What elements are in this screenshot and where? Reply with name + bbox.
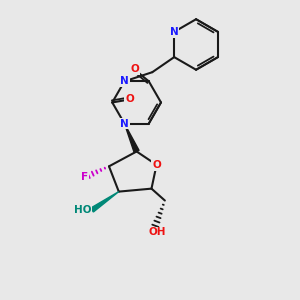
Text: N: N [120,76,129,86]
Text: OH: OH [148,227,166,237]
Text: N: N [170,27,178,37]
Text: N: N [120,118,129,129]
Polygon shape [124,124,139,153]
Text: F: F [81,172,88,182]
Text: HO: HO [74,205,92,215]
Text: O: O [152,160,161,170]
Text: O: O [125,94,134,104]
Polygon shape [91,192,119,212]
Text: O: O [130,64,139,74]
